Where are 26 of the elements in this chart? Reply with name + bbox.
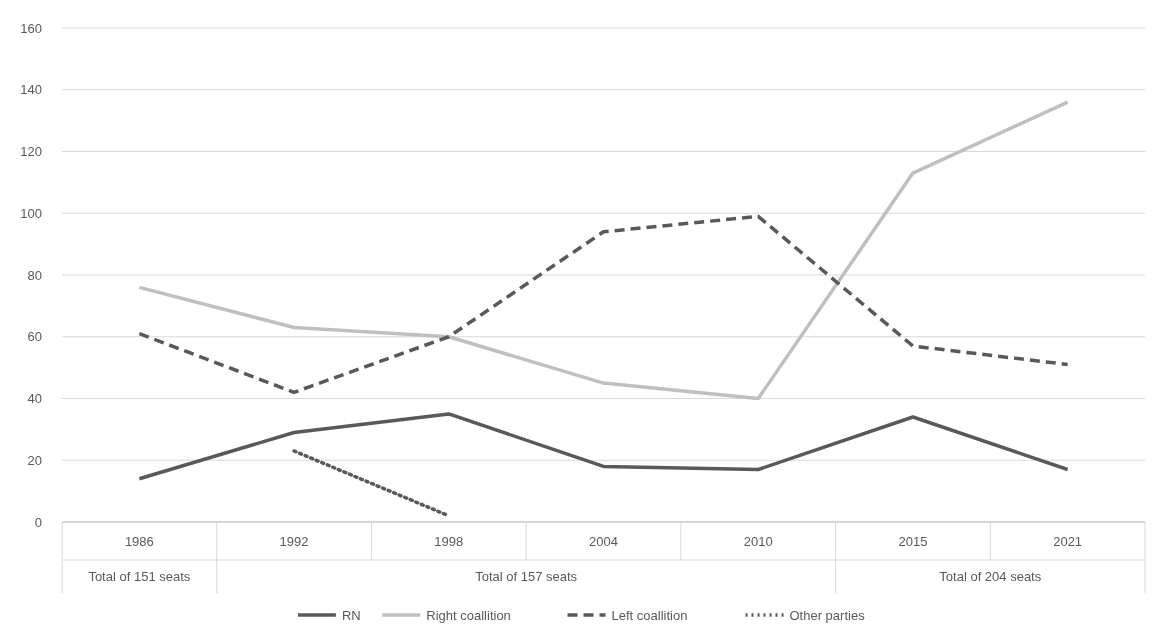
y-tick-label: 20 (27, 452, 42, 468)
text: Total of 151 seats (88, 569, 191, 585)
y-tick-label: 160 (20, 20, 42, 36)
legend-label: RN (341, 607, 361, 623)
x-tick-label: 2021 (1053, 533, 1083, 549)
y-tick-label: 60 (27, 329, 42, 345)
x-tick-label: 2004 (589, 533, 618, 549)
x-tick-label: 1998 (434, 533, 464, 549)
y-tick-label: 80 (27, 267, 42, 283)
x-tick-label: 1992 (279, 533, 309, 549)
legend-label: Right coallition (426, 607, 511, 623)
y-tick-label: 140 (20, 82, 42, 98)
y-tick-label: 100 (20, 205, 42, 221)
line-series (137, 214, 1070, 395)
y-tick-label: 40 (27, 391, 42, 407)
line-series (137, 412, 1070, 481)
line-series (137, 100, 1070, 401)
x-tick-label: 2010 (743, 533, 773, 549)
text: Total of 204 seats (939, 569, 1042, 585)
x-tick-label: 2015 (898, 533, 928, 549)
text: Total of 157 seats (475, 569, 578, 585)
legend-label: Other parties (789, 607, 866, 623)
y-tick-label: 120 (20, 144, 42, 160)
y-tick-label: 0 (34, 514, 42, 530)
x-tick-label: 1986 (124, 533, 154, 549)
legend-label: Left coallition (611, 607, 688, 623)
